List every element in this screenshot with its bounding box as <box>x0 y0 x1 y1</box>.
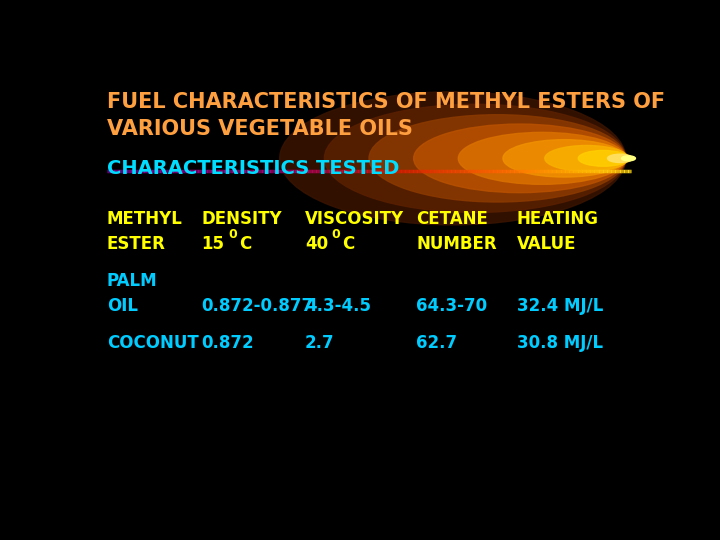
Ellipse shape <box>545 145 629 171</box>
Ellipse shape <box>621 156 636 161</box>
Text: VISCOSITY: VISCOSITY <box>305 210 404 228</box>
Text: METHYL: METHYL <box>107 210 183 228</box>
Ellipse shape <box>324 104 626 212</box>
Text: 4.3-4.5: 4.3-4.5 <box>305 297 371 315</box>
Text: 0: 0 <box>332 228 341 241</box>
Text: 15: 15 <box>202 234 225 253</box>
Ellipse shape <box>608 154 633 163</box>
Text: C: C <box>342 234 354 253</box>
Text: 0: 0 <box>228 228 237 241</box>
Text: FUEL CHARACTERISTICS OF METHYL ESTERS OF: FUEL CHARACTERISTICS OF METHYL ESTERS OF <box>107 92 665 112</box>
Text: 32.4 MJ/L: 32.4 MJ/L <box>517 297 603 315</box>
Text: PALM: PALM <box>107 272 158 290</box>
Text: 2.7: 2.7 <box>305 334 335 353</box>
Text: 64.3-70: 64.3-70 <box>416 297 487 315</box>
Ellipse shape <box>503 140 626 177</box>
Text: 0.872-0.877: 0.872-0.877 <box>202 297 314 315</box>
Text: C: C <box>239 234 251 253</box>
Text: NUMBER: NUMBER <box>416 234 497 253</box>
Ellipse shape <box>414 124 626 193</box>
Text: 62.7: 62.7 <box>416 334 457 353</box>
Text: DENSITY: DENSITY <box>202 210 282 228</box>
Ellipse shape <box>369 114 626 202</box>
Text: VALUE: VALUE <box>517 234 577 253</box>
Ellipse shape <box>458 132 626 184</box>
Text: VARIOUS VEGETABLE OILS: VARIOUS VEGETABLE OILS <box>107 119 413 139</box>
Text: COCONUT: COCONUT <box>107 334 199 353</box>
Text: 0.872: 0.872 <box>202 334 254 353</box>
Text: 40: 40 <box>305 234 328 253</box>
Text: CETANE: CETANE <box>416 210 488 228</box>
Text: 30.8 MJ/L: 30.8 MJ/L <box>517 334 603 353</box>
Ellipse shape <box>578 151 629 166</box>
Text: OIL: OIL <box>107 297 138 315</box>
Text: CHARACTERISTICS TESTED: CHARACTERISTICS TESTED <box>107 159 399 178</box>
Text: HEATING: HEATING <box>517 210 599 228</box>
Ellipse shape <box>279 92 626 225</box>
Text: ESTER: ESTER <box>107 234 166 253</box>
